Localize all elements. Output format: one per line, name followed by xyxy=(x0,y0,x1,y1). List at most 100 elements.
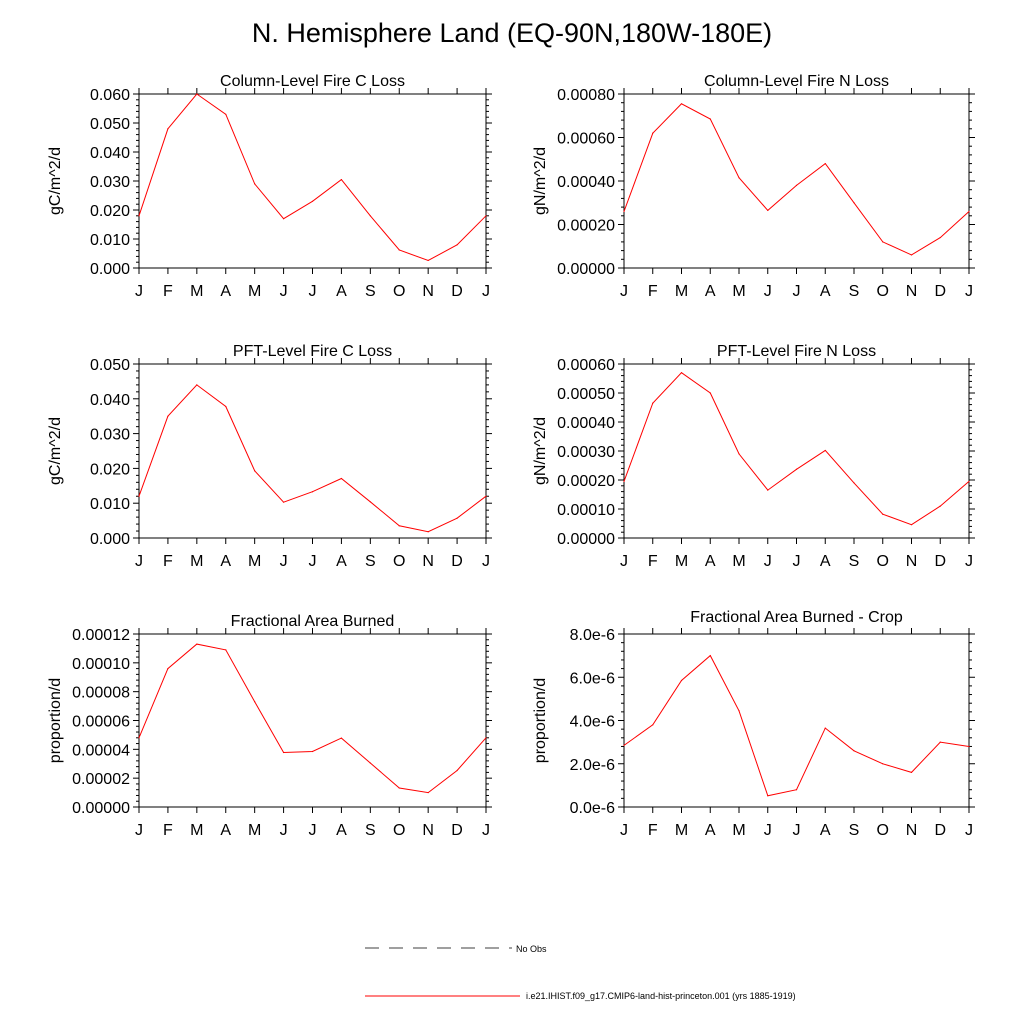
x-tick-label: M xyxy=(190,553,203,570)
x-tick-label: M xyxy=(190,822,203,839)
x-tick-label: O xyxy=(393,553,405,570)
data-point xyxy=(225,649,227,651)
data-point xyxy=(709,655,711,657)
data-point xyxy=(738,453,740,455)
data-point xyxy=(369,762,371,764)
plot-frame xyxy=(138,93,487,269)
data-point xyxy=(623,480,625,483)
x-tick-label: O xyxy=(393,822,405,839)
y-axis-label: gC/m^2/d xyxy=(47,417,64,485)
x-tick-label: A xyxy=(705,283,716,300)
data-point xyxy=(369,501,371,503)
data-point xyxy=(138,737,140,739)
x-tick-label: J xyxy=(620,553,628,570)
x-tick-label: A xyxy=(705,822,716,839)
y-tick-label: 0.000 xyxy=(90,261,130,278)
y-tick-label: 0.050 xyxy=(90,357,130,374)
data-point xyxy=(485,495,487,497)
y-tick-label: 0.00020 xyxy=(557,473,615,490)
data-point xyxy=(795,184,798,186)
x-tick-label: M xyxy=(732,553,745,570)
data-point xyxy=(485,737,487,739)
y-tick-label: 0.00030 xyxy=(557,444,615,461)
y-tick-label: 0.00040 xyxy=(557,415,615,432)
data-point xyxy=(882,513,884,515)
y-tick-label: 8.0e-6 xyxy=(570,627,615,644)
chart-panel-3: PFT-Level Fire C Loss gC/m^2/d 0.000 0.010 0… xyxy=(47,343,492,570)
data-point xyxy=(795,789,798,791)
data-point xyxy=(340,477,343,480)
y-tick-label: 0.020 xyxy=(90,461,130,478)
chart-panel-1: Column-Level Fire C Loss gC/m^2/d 0.000 0.0… xyxy=(47,73,492,300)
x-tick-label: A xyxy=(220,553,231,570)
plot-frame xyxy=(623,633,970,808)
chart-panel-2: Column-Level Fire N Loss gN/m^2/d 0.00000 0… xyxy=(532,73,975,300)
data-point xyxy=(709,392,711,394)
x-tick-label: J xyxy=(764,822,772,839)
y-tick-label: 0.00010 xyxy=(557,502,615,519)
data-point xyxy=(340,178,343,181)
data-point xyxy=(910,771,913,774)
data-point xyxy=(939,505,941,507)
x-tick-label: O xyxy=(877,283,889,300)
data-point xyxy=(311,491,314,493)
data-point xyxy=(939,741,941,743)
y-tick-label: 0.00004 xyxy=(72,742,130,759)
x-tick-label: F xyxy=(163,283,173,300)
y-tick-label: 0.000 xyxy=(90,531,130,548)
plot-frame xyxy=(138,633,487,808)
data-point xyxy=(340,737,343,739)
x-tick-label: A xyxy=(220,822,231,839)
x-tick-label: J xyxy=(965,553,973,570)
x-tick-label: N xyxy=(422,822,434,839)
y-tick-label: 0.030 xyxy=(90,174,130,191)
x-tick-label: F xyxy=(163,553,173,570)
data-point xyxy=(225,113,227,115)
x-tick-label: A xyxy=(820,283,831,300)
x-tick-label: S xyxy=(849,283,860,300)
data-point xyxy=(680,679,683,682)
x-tick-label: J xyxy=(793,283,801,300)
x-tick-label: F xyxy=(163,822,173,839)
x-tick-label: J xyxy=(793,553,801,570)
y-tick-label: 0.00012 xyxy=(72,627,130,644)
data-point xyxy=(282,218,285,220)
x-tick-label: F xyxy=(648,283,658,300)
data-point xyxy=(652,132,654,134)
y-tick-label: 0.00002 xyxy=(72,771,130,788)
y-tick-label: 0.050 xyxy=(90,116,130,133)
data-point xyxy=(853,482,855,484)
x-tick-label: D xyxy=(451,283,463,300)
series-line xyxy=(623,372,970,526)
x-tick-label: A xyxy=(336,553,347,570)
data-point xyxy=(767,795,769,797)
plot-frame xyxy=(623,363,970,539)
x-tick-label: J xyxy=(482,553,490,570)
series-line xyxy=(138,643,487,794)
x-tick-label: N xyxy=(422,553,434,570)
y-tick-label: 6.0e-6 xyxy=(570,670,615,687)
data-point xyxy=(196,93,198,95)
x-tick-label: N xyxy=(906,822,918,839)
x-tick-label: D xyxy=(934,553,946,570)
legend-model-label: i.e21.IHIST.f09_g17.CMIP6-land-hist-prin… xyxy=(526,991,796,1001)
x-tick-label: N xyxy=(906,553,918,570)
data-point xyxy=(456,244,458,246)
x-tick-label: M xyxy=(732,822,745,839)
data-point xyxy=(225,405,227,408)
y-tick-label: 0.00050 xyxy=(557,386,615,403)
x-tick-label: F xyxy=(648,822,658,839)
y-tick-label: 0.060 xyxy=(90,87,130,104)
y-tick-label: 0.020 xyxy=(90,203,130,220)
chart-title: Fractional Area Burned - Crop xyxy=(690,609,903,626)
x-tick-label: J xyxy=(620,822,628,839)
chart-title: Column-Level Fire N Loss xyxy=(704,73,889,90)
data-point xyxy=(398,249,400,251)
x-tick-label: M xyxy=(675,283,688,300)
y-tick-label: 0.010 xyxy=(90,496,130,513)
data-point xyxy=(795,468,798,470)
x-tick-label: J xyxy=(309,553,317,570)
data-point xyxy=(282,501,285,503)
y-axis-label: gC/m^2/d xyxy=(47,147,64,215)
y-tick-label: 4.0e-6 xyxy=(570,714,615,731)
